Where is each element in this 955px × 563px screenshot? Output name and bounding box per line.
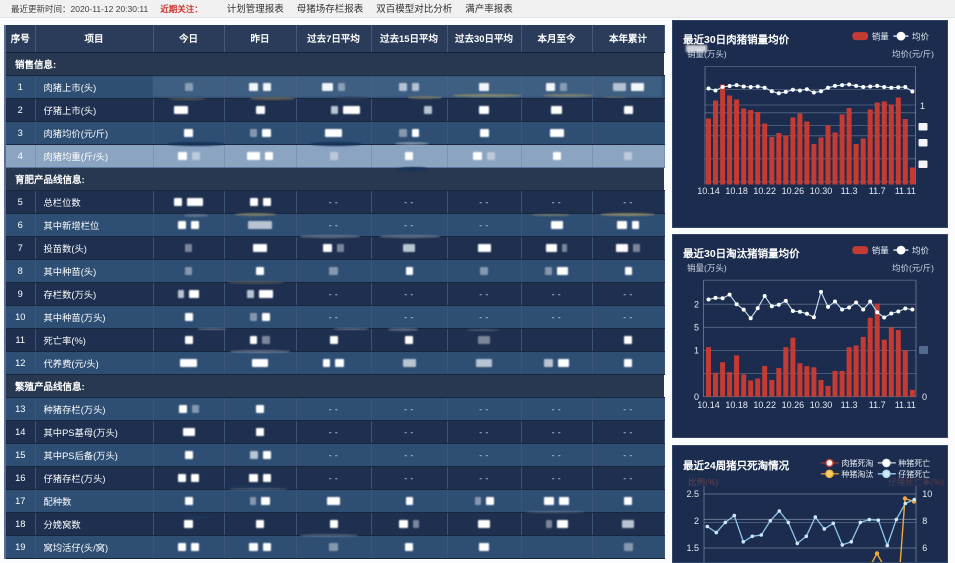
svg-text:均价: 均价 (912, 31, 930, 41)
svg-text:2: 2 (694, 516, 699, 526)
svg-text:11.7: 11.7 (869, 400, 886, 410)
svg-text:11.7: 11.7 (869, 186, 886, 196)
svg-text:2.5: 2.5 (686, 489, 699, 499)
svg-text:销量: 销量 (872, 245, 890, 255)
svg-text:10.30: 10.30 (810, 400, 833, 410)
svg-text:10.14: 10.14 (697, 400, 720, 410)
svg-text:10.22: 10.22 (753, 186, 776, 196)
svg-text:种猪淘汰: 种猪淘汰 (841, 468, 873, 478)
svg-text:10.22: 10.22 (753, 400, 776, 410)
svg-text:仔猪死亡: 仔猪死亡 (898, 468, 930, 478)
svg-text:10.30: 10.30 (810, 186, 833, 196)
svg-text:8: 8 (922, 516, 927, 526)
svg-text:均价: 均价 (912, 245, 930, 255)
svg-text:10.18: 10.18 (725, 400, 748, 410)
svg-text:5: 5 (694, 322, 699, 332)
svg-text:0: 0 (694, 392, 699, 402)
svg-text:10.14: 10.14 (697, 186, 720, 196)
svg-text:种猪死亡: 种猪死亡 (898, 457, 930, 467)
svg-text:11.3: 11.3 (841, 186, 858, 196)
svg-text:11.11: 11.11 (895, 400, 916, 410)
svg-text:肉猪死淘: 肉猪死淘 (841, 457, 873, 467)
svg-text:11.3: 11.3 (841, 400, 858, 410)
svg-text:0: 0 (922, 392, 927, 402)
svg-text:6: 6 (922, 543, 927, 553)
svg-text:10.18: 10.18 (725, 186, 748, 196)
svg-text:10.26: 10.26 (782, 186, 805, 196)
svg-text:10.26: 10.26 (782, 400, 805, 410)
svg-text:11.11: 11.11 (895, 186, 916, 196)
svg-text:1: 1 (694, 345, 699, 355)
svg-text:10: 10 (922, 489, 932, 499)
svg-text:销量: 销量 (872, 31, 890, 41)
svg-text:2: 2 (694, 299, 699, 309)
svg-text:1: 1 (920, 101, 925, 111)
svg-text:1.5: 1.5 (686, 543, 699, 553)
